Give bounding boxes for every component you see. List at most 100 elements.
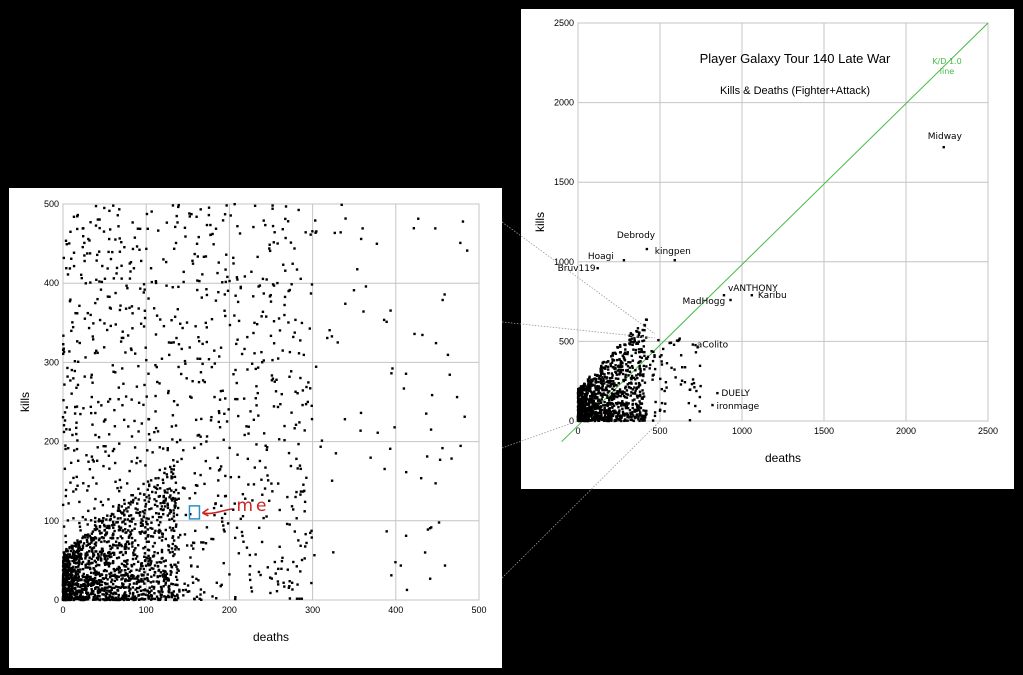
data-point xyxy=(74,550,78,554)
data-point xyxy=(116,486,119,490)
data-point xyxy=(87,326,91,330)
data-point xyxy=(212,537,215,541)
data-point xyxy=(90,582,93,585)
data-point xyxy=(75,475,78,479)
data-point xyxy=(653,414,657,418)
data-point xyxy=(140,422,144,425)
data-point xyxy=(626,413,630,417)
data-point xyxy=(162,512,165,516)
data-point xyxy=(641,379,644,382)
data-point xyxy=(77,576,80,579)
data-point xyxy=(634,348,638,352)
data-point xyxy=(599,391,602,395)
data-point xyxy=(636,327,640,330)
data-point xyxy=(76,360,80,364)
data-point xyxy=(644,336,648,339)
data-point xyxy=(114,568,118,572)
data-point xyxy=(273,380,276,383)
data-point xyxy=(81,515,85,519)
data-point xyxy=(606,396,609,399)
data-point xyxy=(611,351,615,355)
data-point xyxy=(278,508,281,512)
data-point xyxy=(94,516,97,520)
data-point xyxy=(171,527,175,530)
data-point xyxy=(115,556,119,560)
data-point xyxy=(596,407,600,410)
data-point xyxy=(658,355,662,358)
data-point xyxy=(637,418,640,421)
data-point xyxy=(70,589,73,593)
data-point xyxy=(608,381,612,384)
data-point xyxy=(144,530,147,533)
data-point xyxy=(224,474,227,478)
data-point xyxy=(300,597,303,600)
data-point xyxy=(147,483,151,486)
data-point xyxy=(579,401,582,405)
data-point xyxy=(94,525,98,528)
data-point xyxy=(105,598,109,602)
data-point xyxy=(271,207,274,210)
data-point xyxy=(125,507,128,510)
data-point xyxy=(158,382,161,385)
data-point xyxy=(638,409,641,412)
data-point xyxy=(86,584,89,588)
data-point xyxy=(698,410,701,413)
data-point xyxy=(644,318,648,321)
data-point xyxy=(584,416,588,419)
data-point xyxy=(109,257,113,261)
y-tick-label: 100 xyxy=(44,516,59,526)
data-point xyxy=(131,577,135,580)
data-point xyxy=(68,565,71,568)
data-point xyxy=(73,552,76,555)
data-point xyxy=(609,414,612,418)
data-point xyxy=(103,555,106,559)
data-point xyxy=(603,373,606,376)
data-point xyxy=(97,518,101,521)
data-point xyxy=(76,541,79,544)
data-point xyxy=(166,491,169,494)
data-point xyxy=(268,295,272,298)
data-point xyxy=(127,586,130,589)
data-point xyxy=(115,521,118,524)
data-point xyxy=(591,409,595,412)
data-point xyxy=(219,346,223,349)
data-point xyxy=(163,467,167,470)
data-point xyxy=(131,586,135,589)
data-point xyxy=(66,571,70,575)
data-point xyxy=(590,410,593,413)
data-point xyxy=(136,577,139,580)
data-point xyxy=(234,294,237,297)
data-point xyxy=(219,465,223,468)
data-point xyxy=(270,374,274,377)
data-point xyxy=(614,395,617,398)
data-point xyxy=(616,345,619,349)
data-point xyxy=(129,588,132,591)
data-point xyxy=(172,515,176,518)
data-point xyxy=(613,388,616,392)
data-point xyxy=(87,575,90,578)
data-point xyxy=(69,575,73,578)
data-point xyxy=(581,408,584,411)
data-point xyxy=(582,415,586,419)
data-point xyxy=(207,206,211,209)
data-point xyxy=(141,519,144,523)
data-point xyxy=(156,380,159,384)
data-point xyxy=(633,408,636,412)
data-point xyxy=(122,520,125,523)
data-point xyxy=(179,372,183,376)
data-point xyxy=(269,293,272,297)
data-point xyxy=(596,399,600,403)
data-point xyxy=(173,563,176,566)
data-point xyxy=(76,439,79,442)
data-point xyxy=(124,551,127,555)
data-point xyxy=(128,576,131,580)
data-point xyxy=(170,582,173,586)
data-point xyxy=(630,382,633,385)
data-point xyxy=(618,358,621,361)
data-point xyxy=(106,295,110,298)
data-point xyxy=(99,559,103,562)
data-point xyxy=(128,579,131,582)
data-point xyxy=(118,250,122,253)
data-point xyxy=(62,592,65,595)
data-point xyxy=(75,421,78,424)
